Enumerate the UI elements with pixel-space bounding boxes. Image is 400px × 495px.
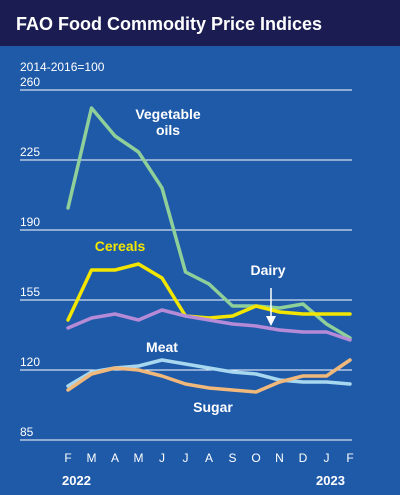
y-tick-label: 85: [20, 425, 34, 439]
series-line-sugar: [66, 358, 352, 394]
series-layer: [66, 106, 352, 394]
chart-title: FAO Food Commodity Price Indices: [16, 14, 322, 34]
chart-subtitle: 2014-2016=100: [20, 60, 105, 74]
series-line-vegetable-oils: [66, 106, 352, 340]
y-tick-label: 260: [20, 75, 40, 89]
x-tick-label: M: [87, 451, 97, 465]
x-tick-label: J: [159, 451, 165, 465]
x-tick-label: F: [64, 451, 71, 465]
series-label-dairy: Dairy: [250, 262, 285, 278]
grid-layer: [20, 89, 352, 441]
x-tick-label: F: [346, 451, 353, 465]
y-tick-label: 120: [20, 355, 40, 369]
y-tick-label: 190: [20, 215, 40, 229]
series-label-cereals: Cereals: [95, 238, 146, 254]
y-tick-label: 225: [20, 145, 40, 159]
series-label-meat: Meat: [146, 339, 178, 355]
x-tick-label: A: [111, 451, 119, 465]
series-label-vegetable-oils: Vegetable: [135, 106, 201, 122]
series-line-dairy: [66, 308, 352, 342]
x-tick-label: N: [275, 451, 284, 465]
x-tick-label: A: [205, 451, 213, 465]
x-tick-label: D: [299, 451, 308, 465]
year-label-2022: 2022: [62, 473, 91, 488]
series-label-vegetable-oils: oils: [156, 122, 180, 138]
x-tick-label: O: [251, 451, 260, 465]
y-tick-label: 155: [20, 285, 40, 299]
dairy-arrow-head: [266, 316, 276, 326]
x-tick-label: J: [324, 451, 330, 465]
x-tick-label: J: [183, 451, 189, 465]
x-tick-label: M: [134, 451, 144, 465]
x-tick-label: S: [228, 451, 236, 465]
series-label-sugar: Sugar: [193, 399, 233, 415]
year-label-2023: 2023: [316, 473, 345, 488]
annotation-layer: [266, 288, 276, 326]
series-line-cereals: [66, 262, 352, 322]
y-axis-ticks: 85 120 155 190 225 260: [20, 75, 40, 439]
title-bar: [0, 0, 400, 46]
